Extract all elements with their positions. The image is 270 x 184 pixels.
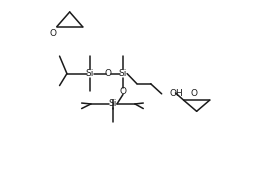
- Text: O: O: [120, 87, 127, 95]
- Text: OH: OH: [169, 89, 183, 98]
- Text: Si: Si: [86, 69, 94, 78]
- Text: Si: Si: [109, 100, 117, 108]
- Text: O: O: [50, 29, 57, 38]
- Text: O: O: [105, 69, 112, 78]
- Text: O: O: [190, 89, 197, 98]
- Text: Si: Si: [119, 69, 127, 78]
